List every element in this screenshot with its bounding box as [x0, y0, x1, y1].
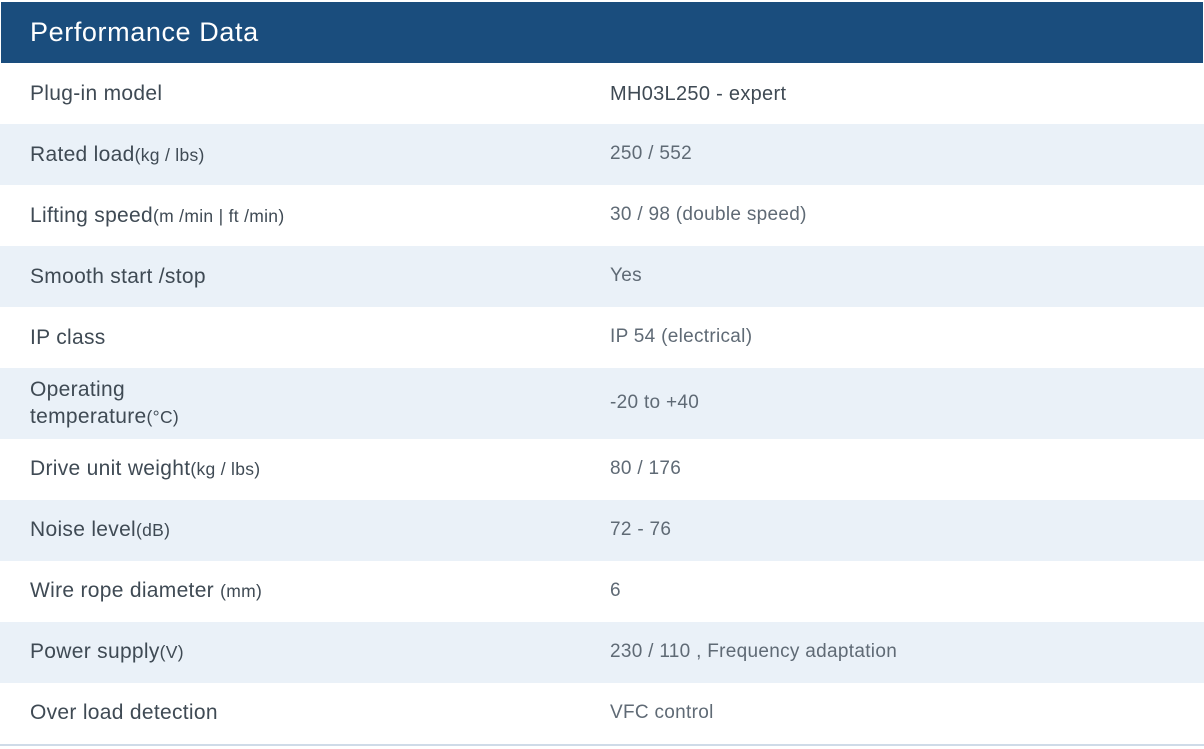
- spec-label-unit: (V): [159, 642, 184, 663]
- spec-table: Plug-in model MH03L250 - expert Rated lo…: [0, 63, 1204, 746]
- spec-label-text: Smooth start /stop: [30, 264, 206, 288]
- spec-row-power-supply: Power supply(V) 230 / 110 , Frequency ad…: [0, 621, 1204, 683]
- spec-value: -20 to +40: [610, 391, 700, 413]
- spec-label: Lifting speed(m /min | ft /min): [0, 194, 610, 237]
- spec-row-wire-rope-diameter: Wire rope diameter (mm) 6: [0, 560, 1204, 622]
- spec-label-text: Wire rope diameter: [30, 579, 221, 603]
- spec-value: 6: [610, 579, 621, 601]
- spec-row-lifting-speed: Lifting speed(m /min | ft /min) 30 / 98 …: [0, 185, 1204, 246]
- spec-value: MH03L250 - expert: [610, 82, 787, 105]
- spec-label-text: Noise level: [30, 518, 137, 542]
- spec-label: Power supply(V): [0, 630, 610, 673]
- spec-label-text: IP class: [30, 325, 106, 349]
- spec-row-ip-class: IP class IP 54 (electrical): [0, 307, 1204, 368]
- spec-label-text: Plug-in model: [30, 81, 163, 105]
- spec-label-text: Lifting speed: [30, 203, 153, 227]
- spec-label-unit: (m /min | ft /min): [153, 205, 285, 226]
- section-title: Performance Data: [30, 17, 259, 47]
- spec-label: Wire rope diameter (mm): [0, 569, 610, 612]
- spec-value: 72 - 76: [610, 518, 672, 540]
- spec-label: Over load detection: [0, 691, 610, 734]
- spec-value: VFC control: [610, 701, 714, 723]
- spec-label: Rated load(kg / lbs): [0, 133, 610, 176]
- spec-label: IP class: [0, 316, 610, 359]
- spec-label-unit: (dB): [136, 520, 171, 541]
- spec-label-text: Rated load: [30, 142, 135, 166]
- spec-value: 230 / 110 , Frequency adaptation: [610, 640, 898, 662]
- spec-label: Noise level(dB): [0, 508, 610, 551]
- spec-label-text: Power supply: [30, 640, 160, 664]
- spec-label: Drive unit weight(kg / lbs): [0, 447, 610, 490]
- spec-value: Yes: [610, 265, 642, 287]
- spec-label-text: Drive unit weight: [30, 457, 191, 481]
- spec-value: IP 54 (electrical): [610, 326, 753, 348]
- spec-label-text: Operating temperature: [30, 378, 147, 429]
- spec-row-noise-level: Noise level(dB) 72 - 76: [0, 499, 1204, 561]
- spec-label-text: Over load detection: [30, 701, 218, 725]
- spec-label-unit: (kg / lbs): [190, 459, 261, 480]
- spec-row-over-load-detection: Over load detection VFC control: [0, 682, 1204, 744]
- spec-label: Plug-in model: [0, 72, 610, 115]
- spec-value: 250 / 552: [610, 143, 692, 165]
- spec-row-plug-in-model: Plug-in model MH03L250 - expert: [0, 63, 1204, 124]
- spec-value: 30 / 98 (double speed): [610, 204, 807, 226]
- spec-value: 80 / 176: [610, 457, 682, 479]
- spec-label-unit: (kg / lbs): [134, 144, 205, 165]
- spec-row-rated-load: Rated load(kg / lbs) 250 / 552: [0, 124, 1204, 185]
- spec-row-drive-unit-weight: Drive unit weight(kg / lbs) 80 / 176: [0, 438, 1204, 500]
- spec-label: Operating temperature(°C): [0, 368, 610, 439]
- spec-label-unit: (mm): [220, 581, 263, 602]
- spec-label: Smooth start /stop: [0, 255, 610, 298]
- spec-row-operating-temperature: Operating temperature(°C) -20 to +40: [0, 368, 1204, 439]
- spec-label-unit: (°C): [146, 407, 180, 428]
- spec-row-smooth-start-stop: Smooth start /stop Yes: [0, 246, 1204, 307]
- section-header: Performance Data: [1, 2, 1203, 63]
